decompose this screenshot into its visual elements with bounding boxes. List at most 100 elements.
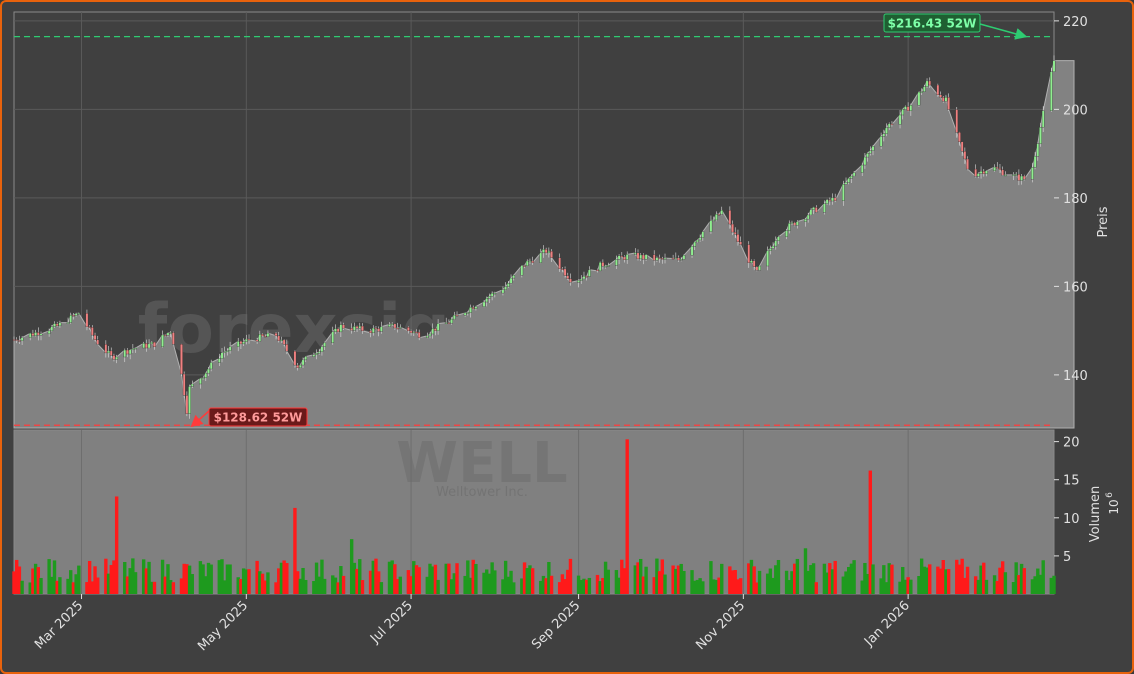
volume-bar [104, 558, 108, 594]
candle [963, 151, 967, 160]
candle [939, 94, 942, 98]
volume-bar [444, 563, 448, 594]
candle [852, 172, 856, 177]
volume-bar [379, 582, 384, 594]
candle [55, 323, 59, 327]
volume-bar [884, 582, 889, 594]
candle [904, 106, 907, 110]
candle [142, 343, 145, 349]
volume-bar [520, 578, 524, 594]
volume-bar [730, 570, 735, 594]
candle [993, 166, 996, 172]
candle [320, 346, 324, 352]
candle [153, 341, 156, 348]
volume-bar [679, 563, 683, 594]
candle [796, 221, 799, 226]
candle [399, 327, 402, 329]
volume-bar [995, 580, 999, 594]
candle [733, 231, 737, 235]
candle [696, 239, 699, 243]
volume-bar [847, 566, 851, 594]
candle [317, 351, 321, 354]
candle [1050, 71, 1053, 111]
candle [37, 332, 40, 336]
volume-bar [795, 558, 800, 594]
volume-bar [244, 569, 249, 594]
candle [806, 214, 810, 220]
candle [369, 330, 372, 334]
candle [12, 339, 16, 341]
candle [358, 325, 362, 329]
candle [88, 326, 91, 328]
candle [655, 257, 659, 261]
volume-bar [360, 580, 365, 594]
volume-bar [771, 577, 775, 594]
candle [523, 265, 526, 267]
candle [615, 259, 618, 266]
volume-bar [112, 560, 116, 594]
volume-bar [663, 574, 667, 594]
volume-tick-label: 5 [1063, 550, 1071, 565]
volume-bar [879, 578, 883, 594]
candle [747, 244, 751, 263]
candle [115, 356, 118, 360]
candle [69, 315, 73, 323]
volume-bar [717, 577, 721, 594]
candle [947, 97, 950, 110]
volume-bar [428, 563, 432, 594]
candle [544, 249, 548, 254]
volume-bar [865, 573, 870, 594]
candle [277, 335, 281, 341]
candle [785, 230, 788, 237]
candle [850, 175, 853, 179]
candle [679, 259, 683, 261]
volume-bar [493, 570, 497, 594]
volume-bar [312, 581, 316, 594]
volume-bar [557, 582, 562, 594]
volume-bar [374, 558, 378, 594]
candle [966, 158, 969, 170]
candle [112, 355, 116, 360]
volume-bar [52, 560, 57, 594]
volume-bar [944, 569, 948, 594]
candle [201, 377, 205, 379]
candle [199, 378, 202, 385]
candle [39, 333, 43, 336]
price-tick-label: 180 [1063, 192, 1088, 207]
candle [74, 313, 78, 316]
volume-bar [85, 582, 89, 594]
volume-bar [279, 562, 284, 594]
volume-bar [239, 578, 243, 594]
volume-bar [639, 558, 643, 594]
candle [617, 255, 621, 260]
candle [542, 249, 545, 254]
volume-bar [928, 564, 932, 594]
volume-bar [965, 566, 970, 594]
candle [1012, 174, 1015, 176]
volume-bar [903, 579, 908, 594]
volume-bar [695, 579, 700, 594]
volume-bar [806, 570, 810, 594]
candle [466, 312, 470, 314]
x-axis: Mar 2025 May 2025 Jul 2025 Sep 2025 Nov 2025… [32, 594, 913, 654]
candle [107, 350, 110, 354]
volume-bar [433, 564, 438, 594]
x-tick-label: May 2025 [195, 598, 251, 654]
candle [145, 343, 148, 349]
price-area [13, 60, 1075, 429]
candle [566, 275, 570, 279]
candle [771, 245, 775, 249]
candle [245, 338, 248, 342]
volume-bar [676, 565, 681, 594]
volume-bar [979, 565, 983, 594]
volume-bar [31, 568, 35, 594]
candle [1036, 143, 1040, 157]
volume-bar [376, 571, 381, 594]
volume-bar [206, 562, 211, 594]
volume-bar [922, 566, 927, 594]
watermark-company: Welltower Inc. [436, 485, 528, 500]
candle [501, 289, 505, 294]
volume-bar [58, 577, 62, 594]
volume-bar [747, 563, 751, 594]
candle [312, 354, 316, 357]
